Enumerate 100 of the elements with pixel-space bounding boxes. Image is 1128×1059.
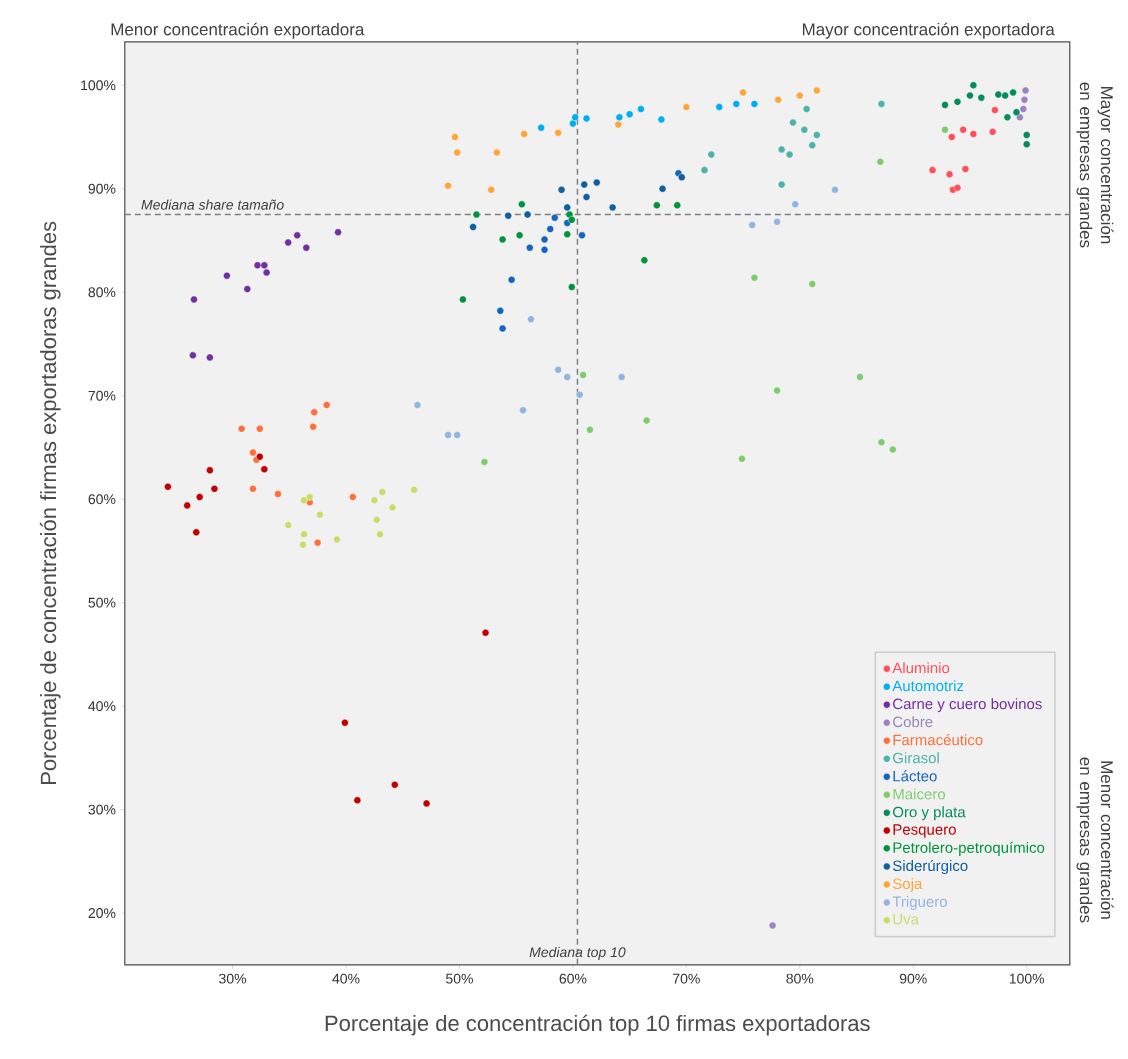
point xyxy=(774,96,782,104)
point xyxy=(889,445,897,454)
point xyxy=(789,118,797,127)
point xyxy=(190,295,198,304)
point xyxy=(353,796,362,804)
point xyxy=(615,113,624,122)
y-tick-label: 60% xyxy=(88,494,116,505)
point xyxy=(1009,88,1017,97)
point xyxy=(682,103,691,111)
legend-label: Triguero xyxy=(892,895,947,910)
point xyxy=(750,100,759,108)
point xyxy=(969,130,978,138)
point xyxy=(750,274,759,282)
point xyxy=(1001,91,1009,100)
point xyxy=(526,244,534,252)
point xyxy=(444,431,452,439)
x-tick-label: 50% xyxy=(446,973,473,984)
point xyxy=(785,150,794,159)
point xyxy=(451,133,459,141)
point xyxy=(554,129,562,137)
legend-label: Carne y cuero bovinos xyxy=(893,698,1042,713)
point xyxy=(576,390,584,399)
text: Mayor concentración exportadora xyxy=(802,22,1055,39)
ref-line-label: Mediana top 10 xyxy=(529,946,626,960)
point xyxy=(370,496,379,504)
legend-label: Aluminio xyxy=(892,662,950,674)
point xyxy=(732,100,740,108)
legend-label: Farmacéutico xyxy=(893,734,983,746)
point xyxy=(189,351,197,360)
y-tick-label: 100% xyxy=(81,80,116,91)
point xyxy=(582,114,591,123)
point xyxy=(299,541,307,549)
point xyxy=(637,105,645,113)
y-tick-label: 30% xyxy=(88,804,116,815)
point xyxy=(274,490,282,498)
point xyxy=(504,211,512,220)
point xyxy=(941,101,949,109)
y-tick-label: 40% xyxy=(88,701,116,712)
y-tick-label: 70% xyxy=(88,390,116,401)
point xyxy=(563,230,571,238)
point xyxy=(333,535,341,544)
point xyxy=(563,373,571,381)
point xyxy=(608,203,617,212)
point xyxy=(773,218,781,226)
point xyxy=(953,98,962,106)
ref-line-label: Mediana share tamaño xyxy=(141,199,284,210)
point xyxy=(813,86,821,95)
legend-label: Lácteo xyxy=(893,770,937,782)
point xyxy=(569,119,577,128)
point xyxy=(808,141,816,149)
point xyxy=(557,186,566,194)
point xyxy=(953,184,962,192)
point xyxy=(498,324,507,333)
legend-label: Uva xyxy=(893,913,919,925)
point xyxy=(808,280,816,288)
point xyxy=(802,105,811,113)
point xyxy=(249,448,257,457)
point xyxy=(700,166,709,174)
x-tick-label: 70% xyxy=(673,973,700,984)
point xyxy=(773,386,781,395)
point xyxy=(1022,131,1031,139)
point xyxy=(640,256,649,264)
point xyxy=(777,145,786,154)
point xyxy=(673,201,681,210)
point xyxy=(579,371,587,379)
x-tick-label: 30% xyxy=(219,973,247,984)
legend-label: Petrolero-petroquímico xyxy=(893,841,1045,856)
point xyxy=(183,501,191,510)
legend-label: Maicero xyxy=(893,788,946,800)
point xyxy=(969,81,978,89)
point xyxy=(614,120,622,129)
point xyxy=(540,235,549,244)
point xyxy=(487,186,495,194)
point xyxy=(948,133,956,141)
point xyxy=(164,483,172,491)
point xyxy=(372,516,381,524)
point xyxy=(625,110,634,118)
y-axis-title: Porcentaje de concentración firmas exportadoras grandes xyxy=(39,221,61,785)
point xyxy=(617,373,626,381)
point xyxy=(493,148,501,157)
point xyxy=(1019,105,1027,113)
point xyxy=(791,200,799,208)
point xyxy=(959,126,967,134)
point xyxy=(469,223,477,231)
point xyxy=(571,113,579,122)
point xyxy=(831,186,839,194)
point xyxy=(453,148,461,157)
point xyxy=(877,438,886,446)
x-axis-title: Porcentaje de concentración top 10 firmas exportadoras xyxy=(325,1014,870,1036)
point xyxy=(739,88,747,97)
point xyxy=(527,315,535,323)
point xyxy=(237,425,246,433)
point xyxy=(310,408,318,416)
point xyxy=(642,416,651,425)
point xyxy=(243,285,252,293)
y-tick-label: 50% xyxy=(88,597,116,608)
point xyxy=(284,521,292,529)
point xyxy=(413,401,422,409)
point xyxy=(192,528,200,536)
point xyxy=(309,423,317,431)
